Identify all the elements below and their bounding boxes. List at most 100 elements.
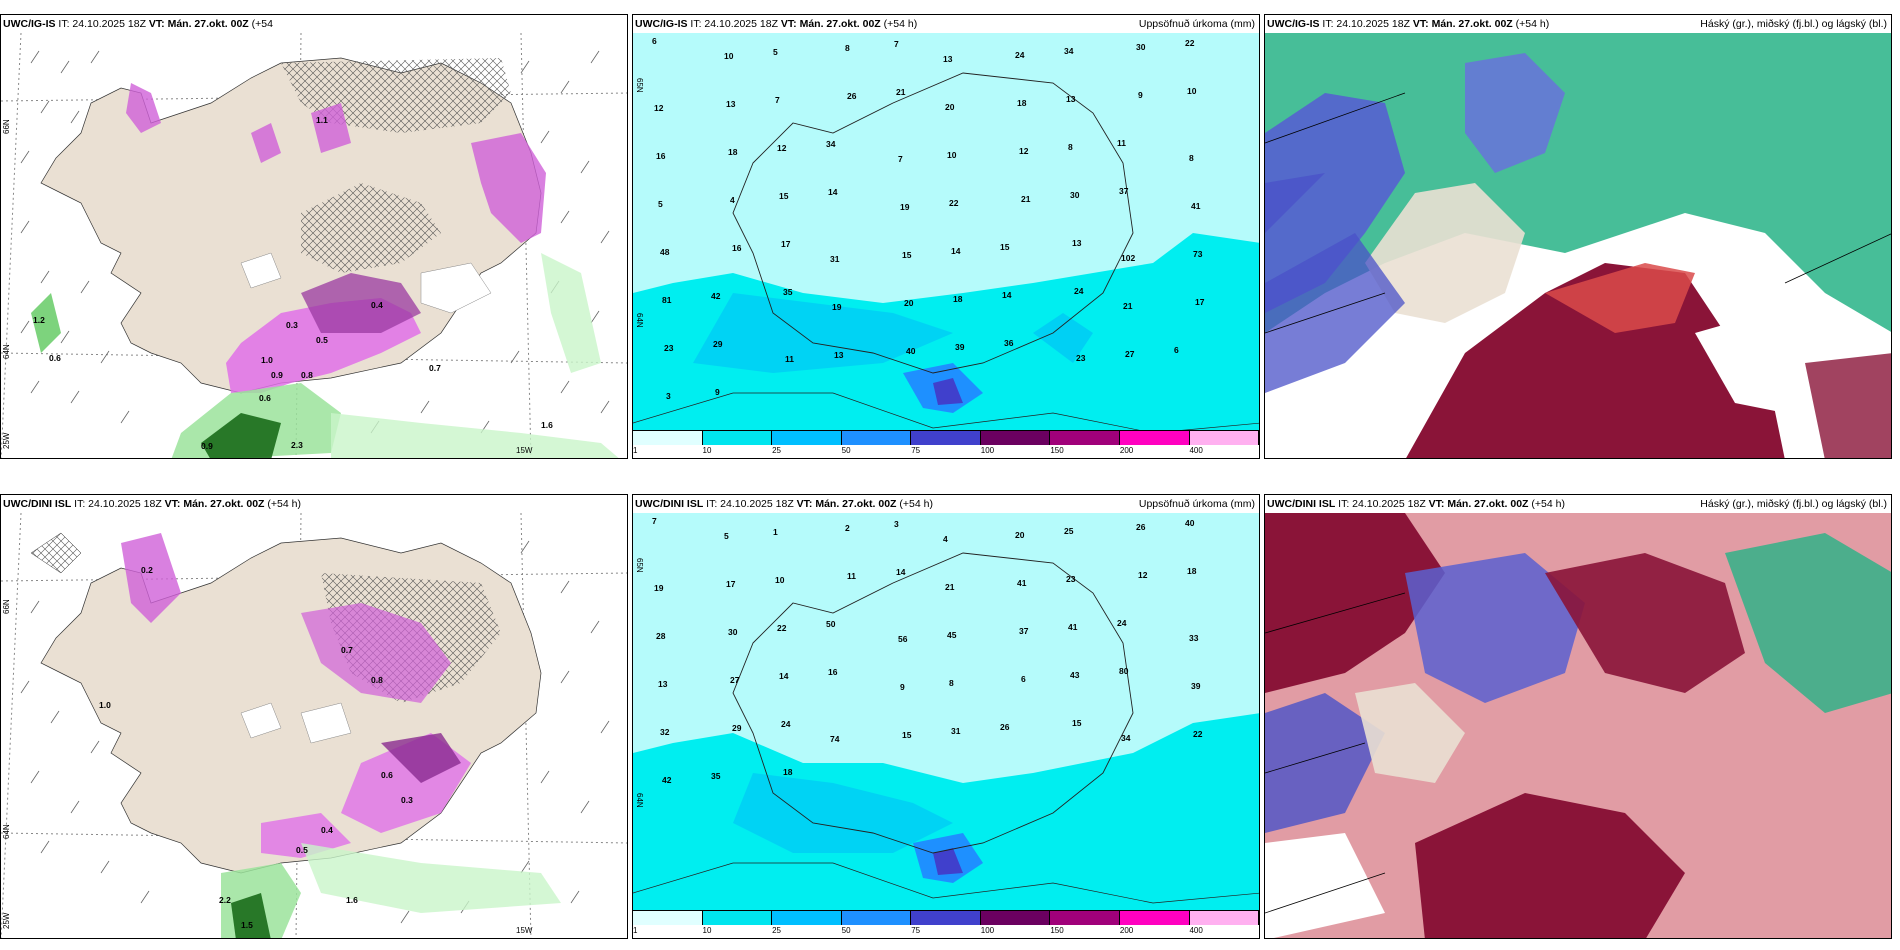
map-panel-igis-clouds: UWC/IG-IS IT: 24.10.2025 18Z VT: Mán. 27…: [1264, 14, 1892, 459]
map-canvas[interactable]: 65N 64N 6 10 5 8 7 13 24 34 30 22 12 13 7 26 21 20 18 13 9…: [633, 33, 1259, 458]
precip-value-label: 10: [1187, 86, 1197, 96]
value-label: 2.2: [219, 895, 231, 905]
precip-value-label: 19: [654, 583, 664, 593]
colorbar: 1 10 25 50 75 100 150 200 400: [633, 430, 1259, 458]
glacier: [420, 262, 492, 314]
precip-value-label: 23: [1066, 574, 1076, 584]
precip-value-label: 15: [902, 250, 912, 260]
precip-value-label: 13: [834, 350, 844, 360]
precip-value-label: 18: [953, 294, 963, 304]
value-label: 1.5: [241, 920, 253, 930]
value-label: 0.4: [321, 825, 333, 835]
cloud-blue: [1465, 53, 1565, 173]
colorbar-labels: 1 10 25 50 75 100 150 200 400: [633, 925, 1259, 937]
precip-value-label: 15: [1000, 242, 1010, 252]
map-panel-dini-accum-precip: UWC/DINI ISL IT: 24.10.2025 18Z VT: Mán.…: [632, 494, 1260, 939]
precip-value-label: 27: [1125, 349, 1135, 359]
colorbar-swatch: [633, 911, 703, 925]
panel-title: Uppsöfnuð úrkoma (mm): [1138, 498, 1255, 510]
precip-value-label: 12: [777, 143, 787, 153]
precip-value-label: 21: [896, 87, 906, 97]
colorbar: 1 10 25 50 75 100 150 200 400: [633, 910, 1259, 938]
iceland-land: [1365, 183, 1525, 323]
precip-value-label: 4: [730, 195, 735, 205]
panel-header: UWC/DINI ISL IT: 24.10.2025 18Z VT: Mán.…: [1265, 495, 1891, 513]
precip-light-green: [541, 253, 601, 373]
value-label: 0.8: [301, 370, 313, 380]
colorbar-swatch: [1119, 431, 1190, 445]
precip-value-label: 18: [1187, 566, 1197, 576]
precip-value-label: 14: [1002, 290, 1012, 300]
map-canvas[interactable]: [1265, 513, 1891, 938]
value-label: 0.3: [286, 320, 298, 330]
precip-value-label: 34: [1121, 733, 1131, 743]
lon-label: 25W: [2, 912, 11, 929]
precip-value-label: 45: [947, 630, 957, 640]
value-label: 1.0: [99, 700, 111, 710]
map-canvas[interactable]: 66N 64N 15W 25W 1.2 0.6 1.6 0.7 2.3 0.9 …: [1, 33, 627, 458]
precip-value-label: 6: [1021, 674, 1026, 684]
precip-value-label: 22: [1185, 38, 1195, 48]
panel-header: UWC/DINI ISL IT: 24.10.2025 18Z VT: Mán.…: [633, 495, 1259, 513]
precip-value-label: 35: [783, 287, 793, 297]
precip-value-label: 24: [1015, 50, 1025, 60]
precip-value-label: 19: [900, 202, 910, 212]
precip-value-label: 41: [1191, 201, 1201, 211]
clear-sky: [1265, 833, 1385, 938]
precip-value-label: 18: [783, 767, 793, 777]
map-canvas[interactable]: [1265, 33, 1891, 458]
colorbar-swatch: [633, 431, 703, 445]
precip-medium-area: [733, 773, 953, 853]
panel-header: UWC/IG-IS IT: 24.10.2025 18Z VT: Mán. 27…: [1265, 15, 1891, 33]
precip-value-label: 21: [1123, 301, 1133, 311]
init-time: IT: 24.10.2025 18Z: [706, 498, 794, 510]
precip-value-label: 7: [652, 516, 657, 526]
colorbar-label: 10: [702, 446, 712, 455]
colorbar-label: 100: [980, 446, 995, 455]
cloud-blue: [1265, 693, 1385, 833]
precip-value-label: 23: [664, 343, 674, 353]
panel-title: Háský (gr.), miðský (fj.bl.) og lágský (…: [1700, 498, 1887, 510]
panel-header: UWC/IG-IS IT: 24.10.2025 18Z VT: Mán. 27…: [1, 15, 627, 33]
colorbar-label: 75: [911, 926, 921, 935]
map-canvas[interactable]: 66N 64N 15W 25W 1.0 0.5 0.6 0.4 0.3 0.7 …: [1, 513, 627, 938]
colorbar-swatch: [702, 431, 773, 445]
value-label: 1.0: [261, 355, 273, 365]
cloud-blue: [1265, 173, 1405, 393]
colorbar-swatch: [1189, 911, 1259, 925]
cloud-dark-red: [1265, 513, 1445, 693]
precip-value-label: 26: [847, 91, 857, 101]
lead-time: (+54: [251, 18, 273, 30]
value-label: 0.4: [371, 300, 383, 310]
precip-value-label: 20: [945, 102, 955, 112]
precip-light-green: [331, 413, 619, 458]
valid-time: VT: Mán. 27.okt. 00Z: [148, 18, 249, 30]
grid-line: [1265, 92, 1891, 334]
precip-purple: [126, 83, 161, 133]
precip-value-label: 35: [711, 771, 721, 781]
precip-value-label: 13: [1072, 238, 1082, 248]
precip-value-label: 74: [830, 734, 840, 744]
value-label: 0.5: [296, 845, 308, 855]
precip-value-label: 21: [945, 582, 955, 592]
precip-purple: [251, 123, 281, 163]
lat-label: 64N: [2, 344, 11, 359]
hatched-area: [30, 532, 82, 574]
precip-value-label: 9: [900, 682, 905, 692]
precip-value-label: 29: [732, 723, 742, 733]
precip-purple: [471, 133, 546, 243]
precip-value-label: 6: [652, 36, 657, 46]
precip-value-label: 43: [1070, 670, 1080, 680]
valid-time: VT: Mán. 27.okt. 00Z: [164, 498, 265, 510]
value-label: 2.3: [291, 440, 303, 450]
precip-value-label: 26: [1000, 722, 1010, 732]
valid-time: VT: Mán. 27.okt. 00Z: [1428, 498, 1529, 510]
map-canvas[interactable]: 65N 64N 7 5 1 2 3 4 20 25 26 40 19 17 10 11 14 21 41 23 12…: [633, 513, 1259, 938]
precip-value-label: 8: [845, 43, 850, 53]
precip-value-label: 14: [896, 567, 906, 577]
colorbar-label: 75: [911, 446, 921, 455]
model-label: UWC/DINI ISL: [3, 498, 72, 510]
lat-label: 64N: [635, 313, 644, 328]
lon-label: 25W: [2, 432, 11, 449]
